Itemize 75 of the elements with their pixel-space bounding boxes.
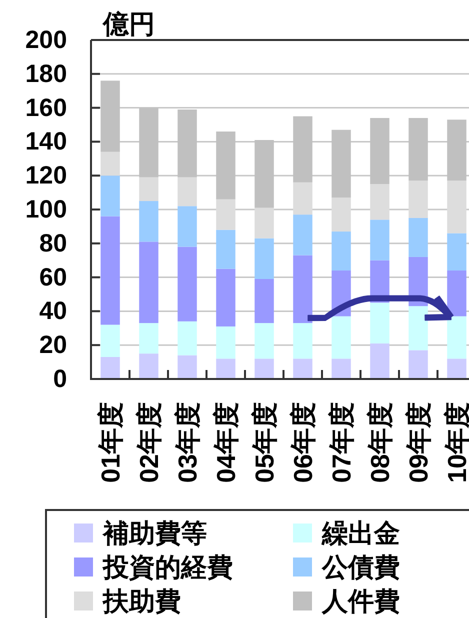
y-tick-label: 0 (53, 365, 67, 393)
y-tick-label: 40 (39, 297, 67, 326)
bar (408, 218, 428, 257)
x-tick-label: 05年度 (249, 402, 280, 483)
bar (370, 302, 390, 344)
bar (447, 270, 466, 316)
bar (216, 230, 236, 269)
bar (370, 343, 390, 379)
bar (447, 180, 466, 234)
bar (293, 214, 312, 256)
bar (332, 316, 351, 359)
bar (332, 198, 351, 232)
bar (332, 232, 351, 271)
y-tick-label: 200 (25, 26, 67, 54)
bar (216, 326, 236, 359)
bar (254, 238, 274, 279)
bar (370, 220, 390, 260)
legend-label: 補助費等 (102, 518, 207, 548)
y-tick-label: 80 (39, 229, 67, 258)
bar (293, 323, 312, 359)
bar (139, 354, 158, 379)
bar (447, 233, 466, 271)
bar (178, 177, 197, 206)
bar (293, 358, 312, 379)
bar (139, 177, 158, 202)
bar (447, 316, 466, 359)
x-tick-label: 09年度 (403, 402, 434, 483)
bar (139, 201, 158, 242)
bar (254, 278, 274, 324)
x-tick-label: 10年度 (442, 402, 469, 483)
bar (100, 356, 120, 379)
x-tick-label: 07年度 (326, 402, 356, 483)
bar (178, 321, 197, 356)
bar (332, 358, 351, 379)
bar (100, 324, 120, 357)
bar (293, 182, 312, 215)
bar (100, 176, 120, 216)
bar (100, 152, 120, 176)
y-axis-title: 億円 (102, 9, 155, 39)
bar (408, 180, 428, 218)
legend-label: 公債費 (321, 552, 400, 582)
bar (216, 268, 236, 326)
bar (293, 255, 312, 324)
bar (178, 355, 197, 379)
y-tick-label: 20 (39, 331, 67, 360)
bar (178, 246, 197, 322)
bar (254, 323, 274, 359)
x-tick-label: 03年度 (172, 402, 202, 483)
bar (139, 323, 158, 354)
y-tick-label: 160 (25, 94, 67, 122)
bar (139, 242, 158, 324)
bar (216, 358, 236, 379)
bar (100, 216, 120, 325)
bar (216, 199, 236, 230)
x-tick-label: 06年度 (288, 402, 318, 483)
y-tick-label: 120 (25, 162, 67, 190)
bar (254, 208, 274, 238)
legend-label: 人件費 (321, 586, 400, 616)
legend-label: 扶助費 (102, 586, 181, 616)
bar (254, 358, 274, 379)
x-tick-label: 08年度 (364, 402, 395, 483)
bar (370, 184, 390, 220)
y-tick-label: 100 (25, 196, 67, 224)
x-tick-label: 01年度 (95, 402, 126, 483)
y-tick-label: 180 (25, 60, 67, 88)
bar (408, 350, 428, 379)
bar (408, 306, 428, 350)
legend-label: 繰出金 (321, 518, 400, 548)
y-tick-label: 60 (39, 263, 67, 292)
bar (178, 206, 197, 247)
x-tick-label: 04年度 (210, 402, 241, 483)
bar (447, 358, 466, 379)
x-tick-label: 02年度 (134, 402, 164, 483)
y-tick-label: 140 (25, 128, 67, 156)
legend-label: 投資的経費 (102, 552, 233, 582)
